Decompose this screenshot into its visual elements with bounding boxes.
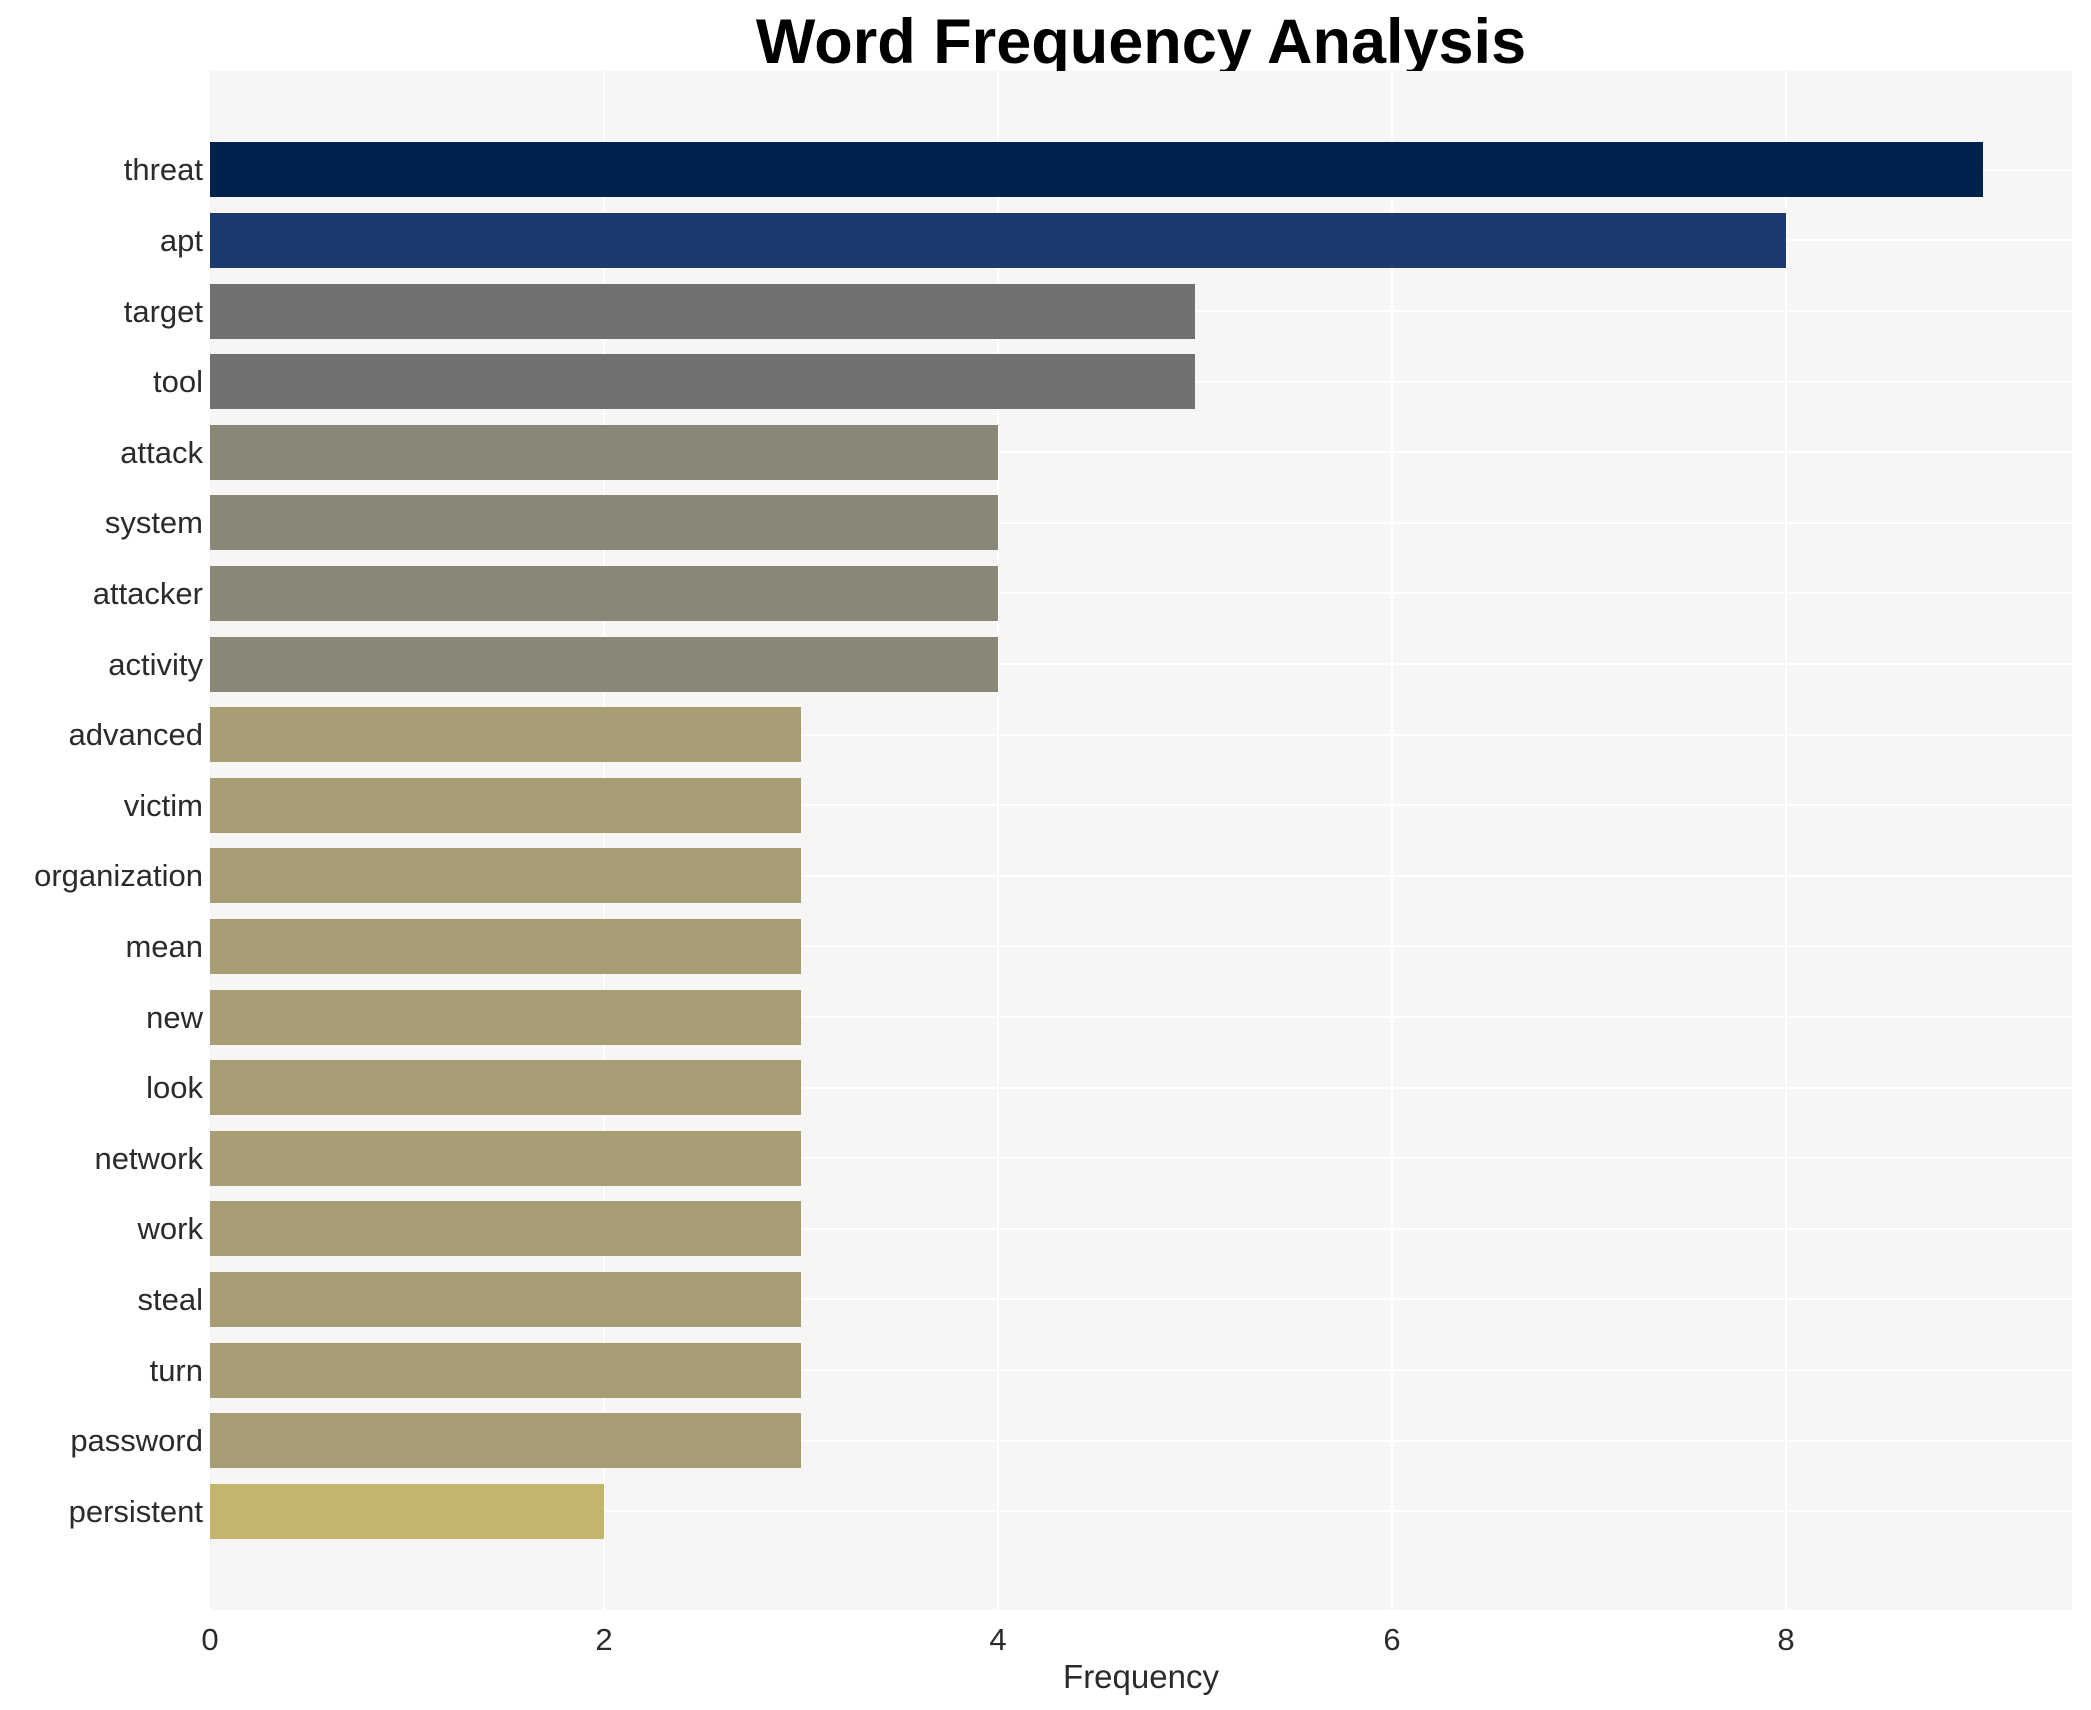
x-tick-label: 6: [1383, 1622, 1401, 1657]
y-gridline: [210, 1439, 2072, 1442]
frequency-bar: [210, 918, 801, 974]
y-gridline: [210, 804, 2072, 807]
y-gridline: [210, 521, 2072, 524]
frequency-bar: [210, 636, 998, 692]
x-tick-label: 2: [595, 1622, 613, 1657]
category-label: attack: [120, 434, 203, 470]
x-gridline: [603, 71, 605, 1610]
y-gridline: [210, 1086, 2072, 1089]
frequency-bar: [210, 424, 998, 480]
x-gridline: [1391, 71, 1393, 1610]
y-gridline: [210, 874, 2072, 877]
frequency-bar: [210, 707, 801, 763]
y-gridline: [210, 663, 2072, 665]
frequency-bar: [210, 1271, 801, 1327]
category-label: tool: [153, 364, 203, 400]
category-label: steal: [137, 1281, 203, 1317]
category-label: attacker: [92, 575, 203, 611]
x-axis-title: Frequency: [1063, 1658, 1219, 1695]
y-gridline: [210, 1227, 2072, 1230]
frequency-bar: [210, 354, 1195, 410]
category-label: new: [146, 999, 203, 1035]
category-label: network: [94, 1140, 203, 1176]
category-label: mean: [125, 928, 203, 964]
y-axis-labels: threat apt target tool attack system attacker a…: [0, 71, 203, 1610]
frequency-bar: [210, 495, 998, 551]
x-gridline: [1785, 71, 1787, 1610]
frequency-bar: [210, 565, 998, 621]
plot-area: [210, 71, 2072, 1610]
y-gridline: [210, 1369, 2072, 1371]
category-label: threat: [123, 152, 203, 188]
y-gridline: [210, 733, 2072, 736]
frequency-bar: [210, 1060, 801, 1116]
y-gridline: [210, 1510, 2072, 1513]
frequency-bar: [210, 989, 801, 1045]
frequency-bar: [210, 1413, 801, 1469]
y-gridline: [210, 1298, 2072, 1301]
category-label: organization: [34, 858, 203, 894]
category-label: advanced: [68, 717, 203, 753]
x-tick-label: 0: [201, 1622, 219, 1657]
category-label: system: [104, 505, 203, 541]
frequency-bar: [210, 1342, 801, 1398]
x-tick-label: 4: [989, 1622, 1007, 1657]
category-label: work: [137, 1211, 203, 1247]
frequency-bar: [210, 848, 801, 904]
category-label: target: [123, 293, 203, 329]
frequency-bar: [210, 1130, 801, 1186]
category-label: password: [70, 1423, 203, 1459]
chart-title: Word Frequency Analysis: [755, 7, 1527, 77]
x-gridline: [997, 71, 999, 1610]
frequency-bar: [210, 212, 1786, 268]
y-gridline: [210, 592, 2072, 595]
x-tick-label: 8: [1777, 1622, 1795, 1657]
category-label: activity: [108, 646, 203, 682]
category-label: turn: [149, 1352, 203, 1388]
x-axis-ticks: 0 2 4 6 8: [0, 1622, 2091, 1662]
y-gridline: [210, 1157, 2072, 1160]
frequency-bar: [210, 1201, 801, 1257]
category-label: look: [146, 1070, 203, 1106]
category-label: victim: [123, 787, 203, 823]
frequency-bar: [210, 777, 801, 833]
y-gridline: [210, 1016, 2072, 1018]
y-gridline: [210, 451, 2072, 454]
frequency-bar: [210, 283, 1195, 339]
frequency-bar: [210, 142, 1983, 198]
y-gridline: [210, 945, 2072, 948]
frequency-bar: [210, 1483, 604, 1539]
category-label: persistent: [68, 1493, 203, 1529]
category-label: apt: [159, 222, 203, 258]
